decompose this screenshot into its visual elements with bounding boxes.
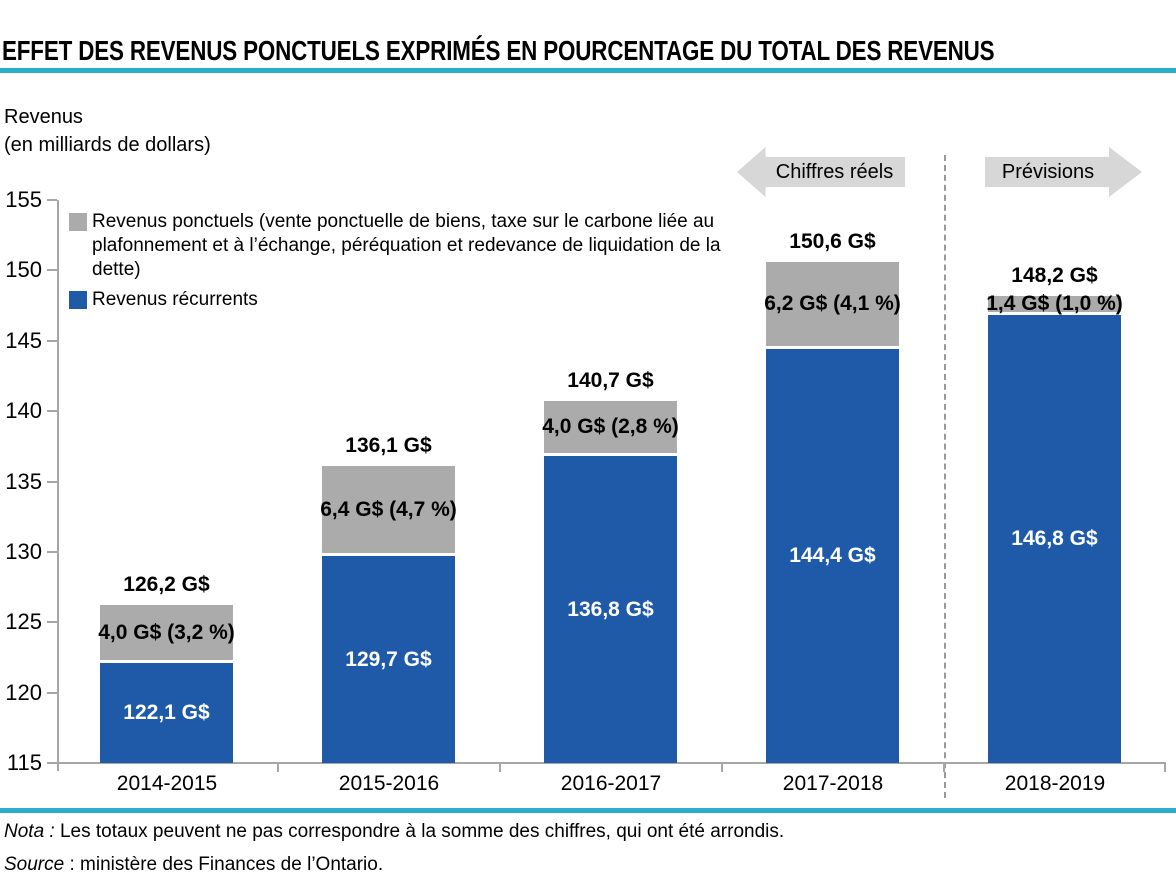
- forecast-separator-dashed-line: [944, 155, 946, 798]
- y-tick: [47, 480, 57, 483]
- y-tick-label: 120: [5, 679, 42, 705]
- footer-accent-rule: [0, 808, 1176, 813]
- x-tick: [277, 763, 279, 772]
- bar-total-label-2015-2016: 136,1 G$: [345, 434, 432, 458]
- bar-total-label-2016-2017: 140,7 G$: [567, 369, 654, 393]
- legend-label-recurrent: Revenus récurrents: [92, 289, 258, 310]
- bar-segment-recurrent-2014-2015: 122,1 G$: [100, 663, 233, 763]
- bar-onetime-label-2015-2016: 6,4 G$ (4,7 %): [320, 497, 457, 521]
- y-axis-title-line2: (en milliards de dollars): [4, 134, 211, 156]
- y-tick: [47, 550, 57, 553]
- bar-onetime-label-2018-2019: 1,4 G$ (1,0 %): [986, 292, 1123, 316]
- bar-total-label-2017-2018: 150,6 G$: [789, 229, 876, 253]
- y-axis-title: Revenus (en milliards de dollars): [4, 103, 211, 159]
- bar-segment-onetime-2018-2019: [988, 295, 1121, 313]
- legend-swatch-blue-icon: [69, 291, 87, 309]
- title-accent-rule: [0, 68, 1176, 73]
- bar-total-label-2018-2019: 148,2 G$: [1011, 263, 1098, 287]
- y-tick-label: 125: [5, 609, 42, 635]
- x-tick: [499, 763, 501, 772]
- y-axis-line: [57, 200, 59, 771]
- legend: Revenus ponctuels (vente ponctuelle de b…: [69, 210, 759, 318]
- y-axis-title-line1: Revenus: [4, 106, 83, 128]
- x-axis-baseline: [57, 762, 1166, 764]
- bar-segment-onetime-2017-2018: [766, 261, 899, 347]
- y-tick-label: 140: [5, 398, 42, 424]
- bar-onetime-label-2017-2018: 6,2 G$ (4,1 %): [764, 292, 901, 316]
- y-tick-label: 130: [5, 538, 42, 564]
- x-tick: [1164, 763, 1166, 772]
- y-tick-label: 115: [6, 750, 42, 775]
- y-tick: [47, 691, 57, 694]
- y-tick: [47, 199, 57, 201]
- page-title: EFFET DES REVENUS PONCTUELS EXPRIMÉS EN …: [2, 35, 995, 66]
- bar-segment-onetime-2014-2015: [100, 605, 233, 661]
- legend-swatch-gray-icon: [69, 213, 87, 231]
- nota-text: Les totaux peuvent ne pas correspondre à…: [54, 821, 785, 842]
- bar-onetime-label-2014-2015: 4,0 G$ (3,2 %): [98, 620, 235, 644]
- category-label-2015-2016: 2015-2016: [338, 772, 440, 795]
- legend-item-recurrent: Revenus récurrents: [69, 288, 759, 312]
- bar-segment-onetime-2015-2016: [322, 466, 455, 554]
- bar-total-label-2014-2015: 126,2 G$: [123, 573, 210, 597]
- y-tick-label: 145: [5, 327, 42, 353]
- y-tick: [47, 762, 57, 764]
- bar-onetime-label-2016-2017: 4,0 G$ (2,8 %): [542, 415, 679, 439]
- category-label-2016-2017: 2016-2017: [560, 772, 662, 795]
- source-text: : ministère des Finances de l’Ontario.: [64, 854, 384, 875]
- bar-segment-recurrent-2016-2017: 136,8 G$: [544, 456, 677, 763]
- nota-line: Nota : Les totaux peuvent ne pas corresp…: [4, 820, 784, 844]
- nota-label: Nota :: [4, 821, 55, 842]
- actuals-arrow-label: Chiffres réels: [775, 160, 894, 183]
- y-tick-label: 135: [5, 468, 42, 494]
- source-label: Source: [4, 854, 65, 875]
- bar-segment-recurrent-2018-2019: 146,8 G$: [988, 315, 1121, 763]
- forecast-arrow-label: Prévisions: [1001, 160, 1095, 183]
- source-line: Source : ministère des Finances de l’Ont…: [4, 853, 383, 877]
- legend-item-onetime: Revenus ponctuels (vente ponctuelle de b…: [69, 210, 759, 282]
- bar-segment-recurrent-2017-2018: 144,4 G$: [766, 349, 899, 763]
- x-tick: [943, 763, 945, 772]
- y-tick: [47, 621, 57, 624]
- x-tick: [721, 763, 723, 772]
- y-tick: [47, 410, 57, 413]
- category-label-2014-2015: 2014-2015: [116, 772, 218, 795]
- legend-label-onetime: Revenus ponctuels (vente ponctuelle de b…: [92, 211, 721, 280]
- category-label-2017-2018: 2017-2018: [782, 772, 884, 795]
- y-tick-label: 150: [5, 257, 42, 283]
- y-tick-label: 155: [5, 187, 42, 212]
- y-tick: [47, 269, 57, 272]
- y-tick: [47, 339, 57, 342]
- category-label-2018-2019: 2018-2019: [1004, 772, 1106, 795]
- bar-segment-recurrent-2015-2016: 129,7 G$: [322, 556, 455, 763]
- bar-segment-onetime-2016-2017: [544, 401, 677, 454]
